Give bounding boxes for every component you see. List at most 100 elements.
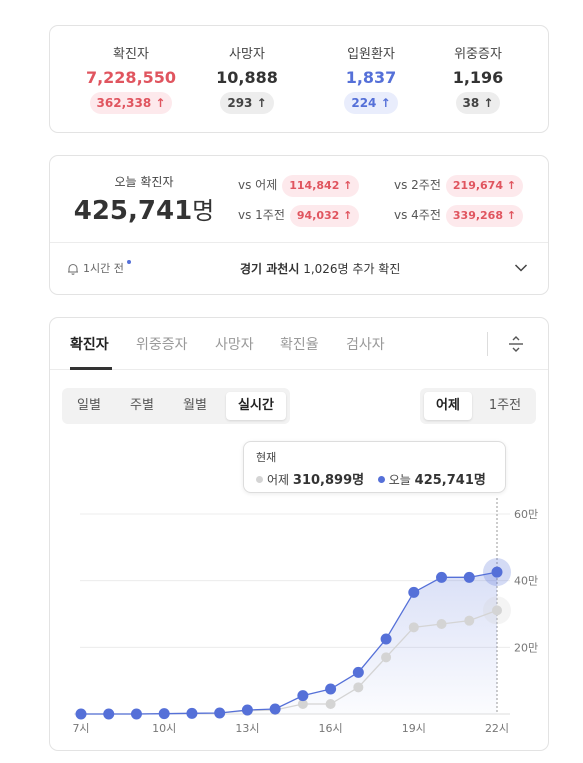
vs-badge: 94,032 ↑: [289, 205, 360, 227]
stat-confirmed: 확진자 7,228,550 362,338 ↑: [76, 46, 186, 114]
new-indicator-dot: [127, 260, 131, 264]
confirmed-line-chart[interactable]: 20만 40만 60만 7시 10시 13시 16시 19시 22시: [50, 498, 548, 748]
series-today-point: [186, 707, 198, 719]
x-tick-label: 10시: [152, 722, 176, 735]
tooltip-yesterday-label: 어제: [267, 473, 290, 487]
series-yesterday-point: [464, 615, 475, 626]
vs-4weeks: vs 4주전 339,268 ↑: [394, 204, 524, 227]
stat-value: 7,228,550: [85, 68, 177, 87]
legend-yesterday-dot: [256, 476, 263, 483]
x-tick-label: 16시: [319, 722, 343, 735]
alert-row[interactable]: 1시간 전 경기 과천시 1,026명 추가 확진: [50, 243, 548, 295]
series-yesterday-point: [492, 605, 502, 616]
alert-message: 경기 과천시 1,026명 추가 확진: [240, 260, 400, 277]
stat-value: 1,196: [452, 68, 504, 87]
tab-deaths[interactable]: 사망자: [215, 337, 254, 353]
vs-yesterday: vs 어제 114,842 ↑: [238, 174, 360, 197]
chevron-down-icon[interactable]: [514, 263, 528, 273]
vs-label: vs 1주전: [238, 208, 285, 222]
series-today-point: [380, 633, 392, 645]
stat-critical: 위중증자 1,196 38 ↑: [423, 46, 533, 114]
tooltip-today-value: 425,741명: [414, 473, 486, 488]
series-today-point: [325, 683, 337, 695]
series-yesterday-point: [408, 622, 419, 633]
vs-2weeks: vs 2주전 219,674 ↑: [394, 174, 524, 197]
vs-label: vs 어제: [238, 178, 278, 192]
period-monthly-button[interactable]: 월별: [183, 398, 207, 413]
series-today-line: [81, 571, 498, 715]
tab-confirmed[interactable]: 확진자: [70, 337, 109, 353]
alert-region: 경기 과천시: [240, 262, 300, 276]
stat-label: 위중증자: [454, 47, 502, 62]
vs-1week: vs 1주전 94,032 ↑: [238, 204, 360, 227]
tooltip-values: 어제 310,899명 오늘 425,741명: [256, 469, 486, 488]
stat-value: 10,888: [216, 68, 278, 87]
filter-icon[interactable]: [506, 334, 526, 354]
stat-delta-badge: 293 ↑: [220, 92, 274, 114]
series-today-point: [297, 690, 309, 702]
series-today-point: [75, 708, 87, 720]
series-today-point: [408, 586, 420, 598]
series-today-point: [491, 566, 503, 578]
series-today-point: [463, 571, 475, 583]
stat-delta-badge: 38 ↑: [455, 92, 501, 114]
series-yesterday-point: [325, 699, 336, 709]
compare-yesterday-button[interactable]: 어제: [424, 392, 472, 420]
tooltip-today-label: 오늘: [388, 473, 411, 487]
series-today-point: [103, 708, 115, 720]
stat-label: 사망자: [229, 47, 265, 62]
series-yesterday-point: [353, 682, 364, 693]
today-card: 오늘 확진자 425,741명 vs 어제 114,842 ↑ vs 2주전 219…: [49, 155, 549, 295]
period-daily-button[interactable]: 일별: [77, 398, 101, 413]
series-yesterday-point: [297, 699, 308, 709]
stat-label: 확진자: [113, 47, 149, 62]
y-tick-label: 60만: [514, 508, 538, 521]
tab-critical[interactable]: 위중증자: [136, 337, 188, 353]
stat-deaths: 사망자 10,888 293 ↑: [192, 46, 302, 114]
series-today-area: [81, 572, 497, 714]
y-tick-label: 40만: [514, 575, 538, 588]
period-weekly-button[interactable]: 주별: [130, 398, 154, 413]
series-today-point: [436, 571, 448, 583]
x-tick-label: 19시: [402, 722, 426, 735]
metric-tabs: 확진자 위중증자 사망자 확진율 검사자: [50, 318, 548, 370]
series-today-point: [214, 707, 226, 719]
stat-delta-badge: 224 ↑: [344, 92, 398, 114]
today-number-unit: 명: [192, 197, 215, 225]
compare-toggle: 어제 1주전: [420, 388, 536, 424]
chart-tooltip: 현재 어제 310,899명 오늘 425,741명: [243, 441, 506, 493]
summary-card: 확진자 7,228,550 362,338 ↑ 사망자 10,888 293 ↑…: [49, 25, 549, 133]
active-tab-indicator: [70, 367, 112, 370]
x-tick-label: 13시: [235, 722, 259, 735]
vs-label: vs 4주전: [394, 208, 441, 222]
tab-positive-rate[interactable]: 확진율: [280, 337, 319, 353]
chart-card: 확진자 위중증자 사망자 확진율 검사자 일별 주별 월별 실시간 어제 1주전…: [49, 317, 549, 751]
compare-1week-button[interactable]: 1주전: [488, 398, 522, 413]
series-today-point: [158, 708, 170, 720]
series-today-point: [241, 704, 253, 716]
y-tick-label: 20만: [514, 641, 538, 654]
divider: [487, 332, 488, 356]
x-tick-label: 7시: [72, 722, 89, 735]
stat-label: 입원환자: [347, 47, 395, 62]
today-number: 425,741명: [72, 194, 216, 228]
legend-today-dot: [377, 476, 385, 483]
today-confirmed: 오늘 확진자 425,741명: [72, 174, 216, 228]
tab-tested[interactable]: 검사자: [346, 337, 385, 353]
x-tick-label: 22시: [485, 722, 509, 735]
today-number-value: 425,741: [73, 196, 193, 226]
bell-icon: [68, 263, 78, 275]
tooltip-yesterday-value: 310,899명: [292, 473, 365, 488]
stat-delta-badge: 362,338 ↑: [89, 92, 173, 114]
alert-rest: 1,026명 추가 확진: [299, 262, 401, 276]
series-yesterday-point: [381, 652, 392, 663]
period-realtime-button[interactable]: 실시간: [226, 392, 286, 420]
tooltip-title: 현재: [256, 451, 277, 464]
stat-value: 1,837: [345, 68, 397, 87]
vs-label: vs 2주전: [394, 178, 441, 192]
series-today-point: [269, 703, 281, 715]
series-today-point: [352, 666, 364, 678]
vs-badge: 219,674 ↑: [445, 175, 524, 197]
series-yesterday-point: [436, 619, 447, 629]
divider: [50, 242, 548, 243]
